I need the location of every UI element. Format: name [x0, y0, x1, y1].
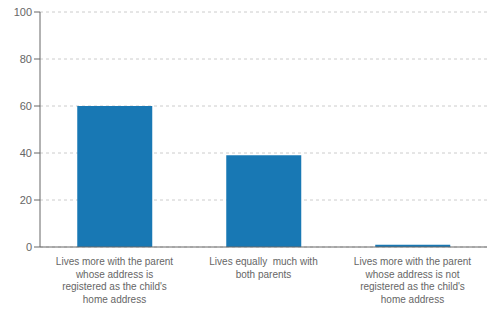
svg-text:20: 20: [20, 194, 32, 206]
svg-text:60: 60: [20, 100, 32, 112]
svg-text:40: 40: [20, 147, 32, 159]
svg-text:Lives more with the parentwhos: Lives more with the parentwhose address …: [354, 256, 472, 305]
svg-text:Lives equally much withboth p: Lives equally much withboth parents: [209, 256, 317, 280]
svg-text:100: 100: [14, 6, 32, 18]
svg-text:80: 80: [20, 53, 32, 65]
svg-text:Lives more with the parentwhos: Lives more with the parentwhose address …: [56, 256, 174, 305]
svg-text:0: 0: [26, 241, 32, 253]
